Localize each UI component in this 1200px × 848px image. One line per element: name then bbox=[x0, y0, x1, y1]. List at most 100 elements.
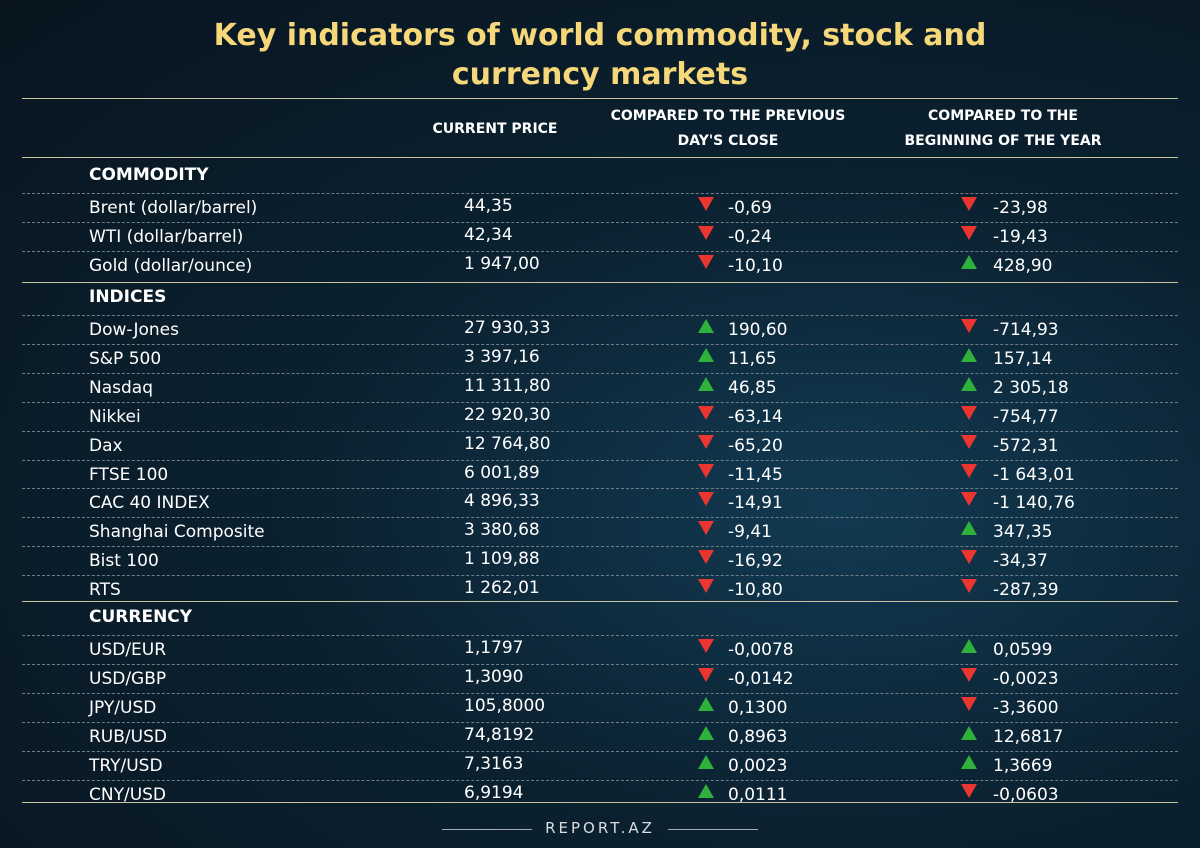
up-arrow bbox=[961, 521, 977, 536]
year-change: 12,6817 bbox=[993, 726, 1064, 747]
row-divider bbox=[22, 372, 1178, 374]
up-arrow bbox=[698, 319, 714, 333]
year-change: -0,0603 bbox=[993, 784, 1059, 805]
row-divider bbox=[22, 517, 1178, 519]
current-price: 74,8192 bbox=[464, 724, 535, 745]
down-arrow bbox=[961, 492, 977, 507]
arrow-shape bbox=[961, 492, 977, 507]
year-change: -714,93 bbox=[993, 320, 1059, 340]
down-arrow bbox=[961, 783, 977, 798]
arrow-shape bbox=[961, 254, 977, 269]
arrow-shape bbox=[698, 225, 714, 240]
day-change: -65,20 bbox=[728, 435, 783, 456]
row-label: CNY/USD bbox=[89, 784, 167, 805]
arrow-shape bbox=[961, 550, 977, 565]
day-change: 190,60 bbox=[728, 320, 788, 340]
year-change: -754,77 bbox=[993, 406, 1059, 427]
down-arrow bbox=[961, 463, 977, 478]
arrow-shape bbox=[698, 405, 714, 420]
up-arrow bbox=[961, 376, 977, 391]
current-price: 4 896,33 bbox=[464, 491, 540, 512]
year-change: -1 643,01 bbox=[993, 464, 1075, 485]
arrow-shape bbox=[698, 347, 714, 362]
arrow-shape bbox=[698, 639, 714, 653]
arrow-shape bbox=[961, 725, 977, 740]
row-divider bbox=[22, 343, 1178, 345]
down-arrow bbox=[698, 405, 714, 420]
down-arrow bbox=[961, 434, 977, 449]
day-change: -10,10 bbox=[728, 255, 783, 276]
year-change: 347,35 bbox=[993, 522, 1053, 543]
current-price: 11 311,80 bbox=[464, 375, 551, 396]
day-change: -0,0142 bbox=[728, 668, 794, 689]
year-change: -23,98 bbox=[993, 198, 1048, 218]
current-price: 42,34 bbox=[464, 224, 513, 245]
arrow-shape bbox=[961, 434, 977, 449]
current-price: 44,35 bbox=[464, 196, 513, 216]
row-divider bbox=[22, 750, 1178, 752]
row-label: CAC 40 INDEX bbox=[89, 493, 210, 514]
down-arrow bbox=[961, 696, 977, 711]
down-arrow bbox=[698, 434, 714, 449]
arrow-shape bbox=[961, 521, 977, 536]
day-change: -10,80 bbox=[728, 580, 783, 601]
arrow-shape bbox=[698, 376, 714, 391]
day-change: 46,85 bbox=[728, 377, 777, 398]
arrow-shape bbox=[961, 667, 977, 682]
row-divider bbox=[22, 193, 1178, 194]
arrow-shape bbox=[961, 754, 977, 769]
arrow-shape bbox=[698, 434, 714, 449]
row-label: Dow-Jones bbox=[89, 320, 179, 340]
year-change: 2 305,18 bbox=[993, 377, 1069, 398]
year-change: -19,43 bbox=[993, 226, 1048, 247]
arrow-shape bbox=[698, 725, 714, 740]
up-arrow bbox=[698, 696, 714, 711]
current-price: 1 947,00 bbox=[464, 253, 540, 274]
current-price: 1 262,01 bbox=[464, 578, 540, 599]
day-change: 11,65 bbox=[728, 348, 777, 369]
arrow-shape bbox=[961, 319, 977, 333]
current-price: 6 001,89 bbox=[464, 462, 540, 483]
row-label: WTI (dollar/barrel) bbox=[89, 226, 244, 247]
arrow-shape bbox=[961, 783, 977, 798]
up-arrow bbox=[961, 254, 977, 269]
day-change: 0,0111 bbox=[728, 784, 788, 805]
arrow-shape bbox=[961, 639, 977, 653]
down-arrow bbox=[961, 667, 977, 682]
row-label: Dax bbox=[89, 435, 123, 456]
arrow-shape bbox=[961, 579, 977, 594]
row-label: Nikkei bbox=[89, 406, 141, 427]
arrow-shape bbox=[698, 579, 714, 594]
row-label: Brent (dollar/barrel) bbox=[89, 198, 258, 218]
year-change: -287,39 bbox=[993, 580, 1059, 601]
column-header: CURRENT PRICE bbox=[432, 120, 558, 137]
arrow-shape bbox=[961, 197, 977, 211]
down-arrow bbox=[961, 197, 977, 211]
section-rule bbox=[22, 802, 1178, 803]
header-rule bbox=[22, 157, 1178, 158]
down-arrow bbox=[698, 521, 714, 536]
year-change: -572,31 bbox=[993, 435, 1059, 456]
year-change: -34,37 bbox=[993, 551, 1048, 572]
current-price: 6,9194 bbox=[464, 782, 524, 803]
up-arrow bbox=[698, 725, 714, 740]
section-heading: COMMODITY bbox=[89, 165, 209, 185]
arrow-shape bbox=[698, 521, 714, 536]
arrow-shape bbox=[961, 225, 977, 240]
year-change: -0,0023 bbox=[993, 668, 1059, 689]
row-label: Shanghai Composite bbox=[89, 522, 265, 543]
down-arrow bbox=[961, 405, 977, 420]
current-price: 27 930,33 bbox=[464, 318, 551, 338]
row-divider bbox=[22, 779, 1178, 781]
down-arrow bbox=[961, 550, 977, 565]
day-change: -0,24 bbox=[728, 226, 772, 247]
down-arrow bbox=[698, 667, 714, 682]
day-change: -11,45 bbox=[728, 464, 783, 485]
row-divider bbox=[22, 692, 1178, 694]
row-divider bbox=[22, 663, 1178, 665]
down-arrow bbox=[961, 225, 977, 240]
current-price: 1 109,88 bbox=[464, 549, 540, 570]
down-arrow bbox=[698, 579, 714, 594]
arrow-shape bbox=[698, 492, 714, 507]
